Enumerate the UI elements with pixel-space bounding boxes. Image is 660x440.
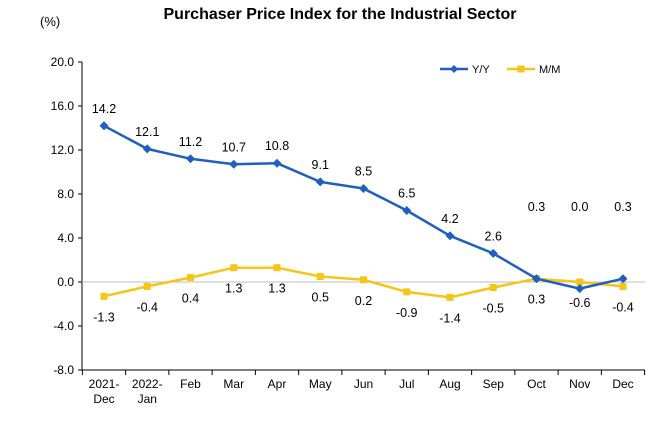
- data-label: 0.0: [571, 200, 588, 214]
- x-tick-label: Jun: [354, 377, 373, 391]
- data-point: [488, 248, 498, 258]
- data-point: [230, 264, 238, 272]
- data-label: 9.1: [312, 158, 329, 172]
- data-point: [619, 282, 627, 290]
- data-point: [316, 273, 324, 280]
- y-tick-label: 20.0: [51, 55, 75, 69]
- x-tick-label: 2021-: [89, 377, 120, 391]
- legend-marker-y-y: [450, 65, 458, 73]
- x-tick-label: Apr: [268, 377, 287, 391]
- y-tick-label: -4.0: [53, 319, 74, 333]
- data-point: [100, 292, 108, 300]
- data-point: [576, 278, 584, 286]
- data-label: 0.2: [355, 294, 372, 308]
- x-tick-label: Dec: [612, 377, 633, 391]
- data-label: 2.6: [485, 229, 502, 243]
- data-label: 8.5: [355, 165, 372, 179]
- x-tick-label: Feb: [180, 377, 201, 391]
- x-tick-label: Oct: [527, 377, 546, 391]
- data-point: [142, 144, 152, 154]
- data-label: 4.2: [441, 212, 458, 226]
- y-tick-label: 8.0: [57, 187, 74, 201]
- data-label: -0.6: [569, 296, 591, 310]
- data-point: [445, 231, 455, 241]
- data-label: 0.4: [182, 292, 199, 306]
- x-tick-label: Aug: [439, 377, 460, 391]
- x-tick-label: May: [309, 377, 332, 391]
- data-label: 11.2: [179, 135, 202, 149]
- data-point: [618, 274, 628, 284]
- data-label: 12.1: [135, 125, 159, 139]
- data-point: [99, 121, 109, 131]
- x-tick-label: Mar: [223, 377, 244, 391]
- x-tick-label: Jan: [138, 392, 157, 406]
- data-label: -0.9: [396, 306, 418, 320]
- data-point: [359, 184, 368, 193]
- x-tick-label: Jul: [399, 377, 414, 391]
- data-point: [446, 293, 454, 301]
- data-point: [143, 282, 151, 290]
- data-point: [229, 159, 239, 169]
- chart-title: Purchaser Price Index for the Industrial…: [163, 6, 517, 23]
- x-tick-label: Nov: [569, 377, 590, 391]
- data-label: 0.3: [528, 293, 545, 307]
- data-label: -0.5: [482, 302, 504, 316]
- data-point: [187, 274, 194, 282]
- data-label: 0.5: [312, 291, 329, 305]
- x-tick-label: Dec: [93, 392, 114, 406]
- y-tick-label: 12.0: [51, 143, 75, 157]
- data-point: [273, 264, 281, 272]
- data-label: 6.5: [398, 187, 415, 201]
- data-point: [315, 177, 325, 187]
- y-tick-label: 0.0: [57, 275, 74, 289]
- data-label: 0.3: [614, 200, 631, 214]
- legend-marker-m-m: [517, 65, 525, 73]
- data-label: 10.7: [222, 140, 246, 154]
- data-point: [186, 154, 195, 164]
- data-label: -0.4: [612, 300, 634, 314]
- legend-label-y-y: Y/Y: [472, 64, 490, 76]
- data-label: -1.3: [93, 310, 115, 324]
- data-point: [489, 284, 497, 291]
- data-label: 14.2: [92, 102, 116, 116]
- data-label: 1.3: [268, 282, 285, 296]
- data-point: [402, 206, 412, 215]
- data-label: 0.3: [528, 200, 545, 214]
- data-label: 1.3: [225, 282, 242, 296]
- data-point: [532, 274, 541, 284]
- data-point: [403, 288, 411, 296]
- y-tick-label: -8.0: [53, 363, 74, 377]
- y-axis-unit-label: (%): [40, 14, 61, 29]
- data-point: [272, 158, 282, 168]
- x-tick-label: Sep: [483, 377, 505, 391]
- data-point: [360, 276, 367, 284]
- y-tick-label: 4.0: [57, 231, 74, 245]
- x-tick-label: 2022-: [132, 377, 163, 391]
- data-point: [575, 284, 585, 294]
- legend-label-m-m: M/M: [539, 64, 560, 76]
- data-label: 10.8: [265, 139, 289, 153]
- y-tick-label: 16.0: [51, 99, 75, 113]
- data-label: -0.4: [136, 300, 158, 314]
- data-label: -1.4: [439, 311, 461, 325]
